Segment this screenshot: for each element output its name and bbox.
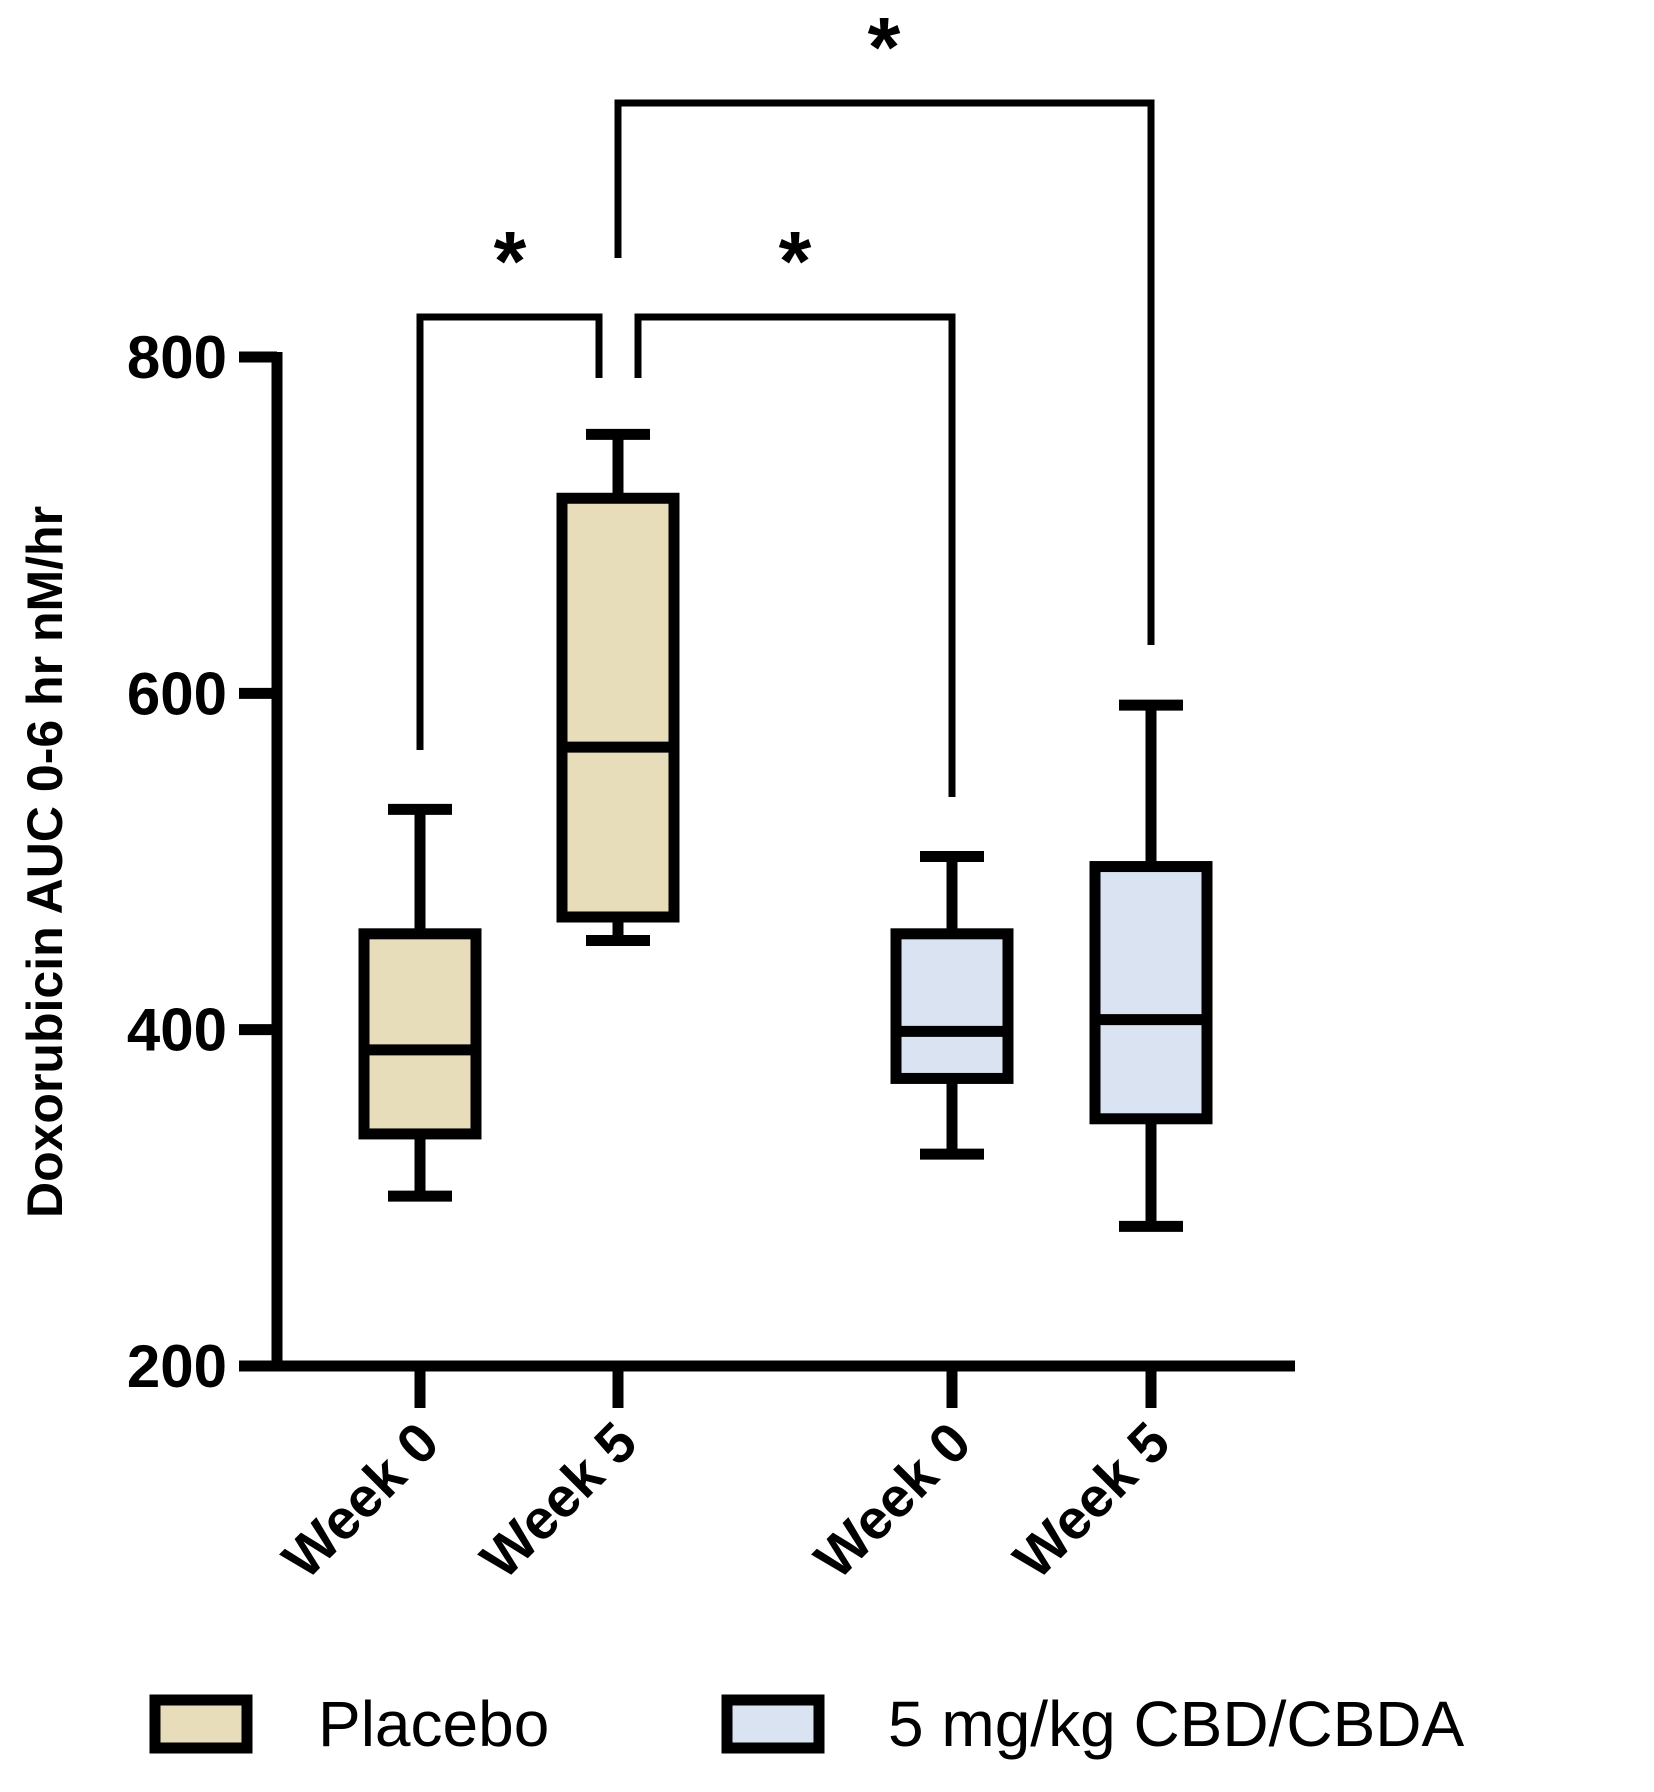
y-axis-title: Doxorubicin AUC 0-6 hr nM/hr (17, 506, 73, 1218)
iqr-box (556, 492, 680, 923)
legend-label: 5 mg/kg CBD/CBDA (888, 1688, 1464, 1760)
bracket-placebo-w5-cbd-w0 (634, 313, 956, 797)
x-tick-labels: Week 0 Week 5 Week 0 Week 5 (270, 1410, 1181, 1590)
bracket-placebo-w5-cbd-w5 (614, 99, 1155, 645)
axes: 200 400 600 800 Doxorubicin AUC 0-6 hr nM/hr (17, 324, 1295, 1408)
y-tick-label: 600 (127, 660, 227, 727)
legend-item-2: 5 mg/kg CBD/CBDA (721, 1688, 1464, 1760)
box-2 (556, 428, 680, 947)
iqr-box (1089, 861, 1213, 1125)
significance-brackets: * * * (416, 0, 1155, 797)
boxes (358, 428, 1213, 1232)
bracket-placebo-w0-w5 (416, 313, 603, 750)
x-category-label: Week 0 (270, 1410, 450, 1590)
y-tick-label: 400 (127, 997, 227, 1064)
legend-label: Placebo (318, 1688, 549, 1760)
legend-swatch (149, 1694, 253, 1754)
x-category-label: Week 5 (1001, 1410, 1181, 1590)
iqr-box (890, 928, 1014, 1084)
significance-star: * (779, 214, 812, 308)
box-1 (358, 803, 482, 1202)
y-tick-label: 800 (127, 324, 227, 391)
significance-star: * (868, 0, 901, 94)
legend-swatch (721, 1694, 825, 1754)
box-4 (1089, 699, 1213, 1232)
significance-star: * (494, 214, 527, 308)
x-category-label: Week 5 (468, 1410, 648, 1590)
y-tick-label: 200 (127, 1333, 227, 1400)
legend-item-1: Placebo (149, 1688, 549, 1760)
legend: Placebo 5 mg/kg CBD/CBDA (149, 1688, 1464, 1760)
box-3 (890, 850, 1014, 1160)
x-category-label: Week 0 (802, 1410, 982, 1590)
iqr-box (358, 928, 482, 1140)
